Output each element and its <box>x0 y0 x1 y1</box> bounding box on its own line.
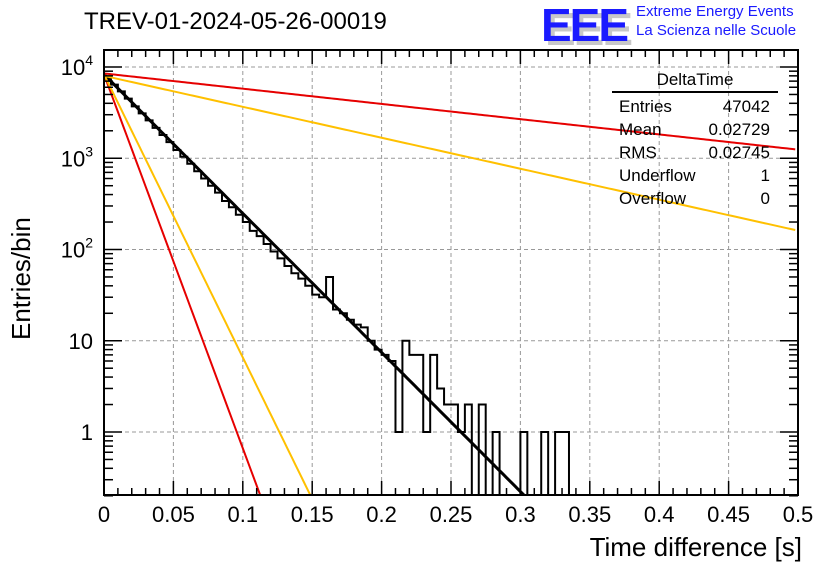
eee-logo: EEE <box>541 0 629 51</box>
stats-label: Overflow <box>619 189 687 208</box>
y-tick-base: 10 <box>61 146 85 171</box>
stats-label: Entries <box>619 97 672 116</box>
stats-label: Underflow <box>619 166 696 185</box>
stats-value: 0.02745 <box>708 143 770 162</box>
stats-value: 0.02729 <box>708 120 770 139</box>
y-tick-label: 104 <box>61 52 93 80</box>
y-tick-base: 10 <box>61 238 85 263</box>
y-tick-label: 102 <box>61 235 93 263</box>
x-tick-label: 0.2 <box>366 502 397 527</box>
y-tick-base: 1 <box>81 420 93 445</box>
y-tick-label: 103 <box>61 143 93 171</box>
stats-value: 1 <box>760 166 770 185</box>
stats-row-rms: RMS 0.02745 <box>612 141 778 164</box>
x-tick-label: 0 <box>98 502 110 527</box>
x-axis-label: Time difference [s] <box>589 532 802 562</box>
y-tick-base: 10 <box>69 329 93 354</box>
y-tick-base: 10 <box>61 55 85 80</box>
stats-row-overflow: Overflow 0 <box>612 187 778 210</box>
fit-curve-fit <box>104 73 526 495</box>
stats-row-entries: Entries 47042 <box>612 95 778 118</box>
histogram-outline <box>104 75 570 495</box>
stats-label: RMS <box>619 143 657 162</box>
y-tick-exp: 3 <box>85 143 93 159</box>
y-tick-label: 1 <box>81 420 93 445</box>
y-tick-label: 10 <box>69 329 93 354</box>
x-tick-label: 0.45 <box>707 502 750 527</box>
stats-title: DeltaTime <box>612 70 778 93</box>
grid <box>104 50 798 495</box>
stats-row-underflow: Underflow 1 <box>612 164 778 187</box>
axes: 0 0.05 0.1 0.15 0.2 0.25 0.3 0.35 0.4 0.45 0.51041… <box>61 49 814 527</box>
x-tick-label: 0.05 <box>152 502 195 527</box>
stats-box: DeltaTime Entries 47042 Mean 0.02729 RMS 0.02… <box>612 70 778 210</box>
logo-line-2: La Scienza nelle Scuole <box>636 22 797 39</box>
chart-title: TREV-01-2024-05-26-00019 <box>84 8 387 35</box>
y-tick-exp: 2 <box>85 235 93 251</box>
y-tick-exp: 4 <box>85 52 93 68</box>
stats-value: 47042 <box>722 97 770 116</box>
histogram <box>104 75 570 495</box>
y-axis-label: Entries/bin <box>6 217 36 340</box>
x-tick-label: 0.4 <box>644 502 675 527</box>
stats-label: Mean <box>619 120 662 139</box>
stats-value: 0 <box>760 189 770 208</box>
fit-curve-red-flat <box>104 72 796 151</box>
fit-curve-yellow-steep <box>104 73 312 495</box>
fit-curves <box>104 72 796 495</box>
x-tick-label: 0.25 <box>430 502 473 527</box>
x-tick-label: 0.3 <box>505 502 536 527</box>
x-tick-label: 0.5 <box>783 502 814 527</box>
fit-curve-red-steep <box>104 74 262 495</box>
x-tick-label: 0.35 <box>568 502 611 527</box>
x-tick-label: 0.15 <box>291 502 334 527</box>
stats-row-mean: Mean 0.02729 <box>612 118 778 141</box>
fit-curve-yellow-flat <box>104 74 796 232</box>
x-tick-label: 0.1 <box>228 502 259 527</box>
logo-line-1: Extreme Energy Events <box>636 3 794 20</box>
